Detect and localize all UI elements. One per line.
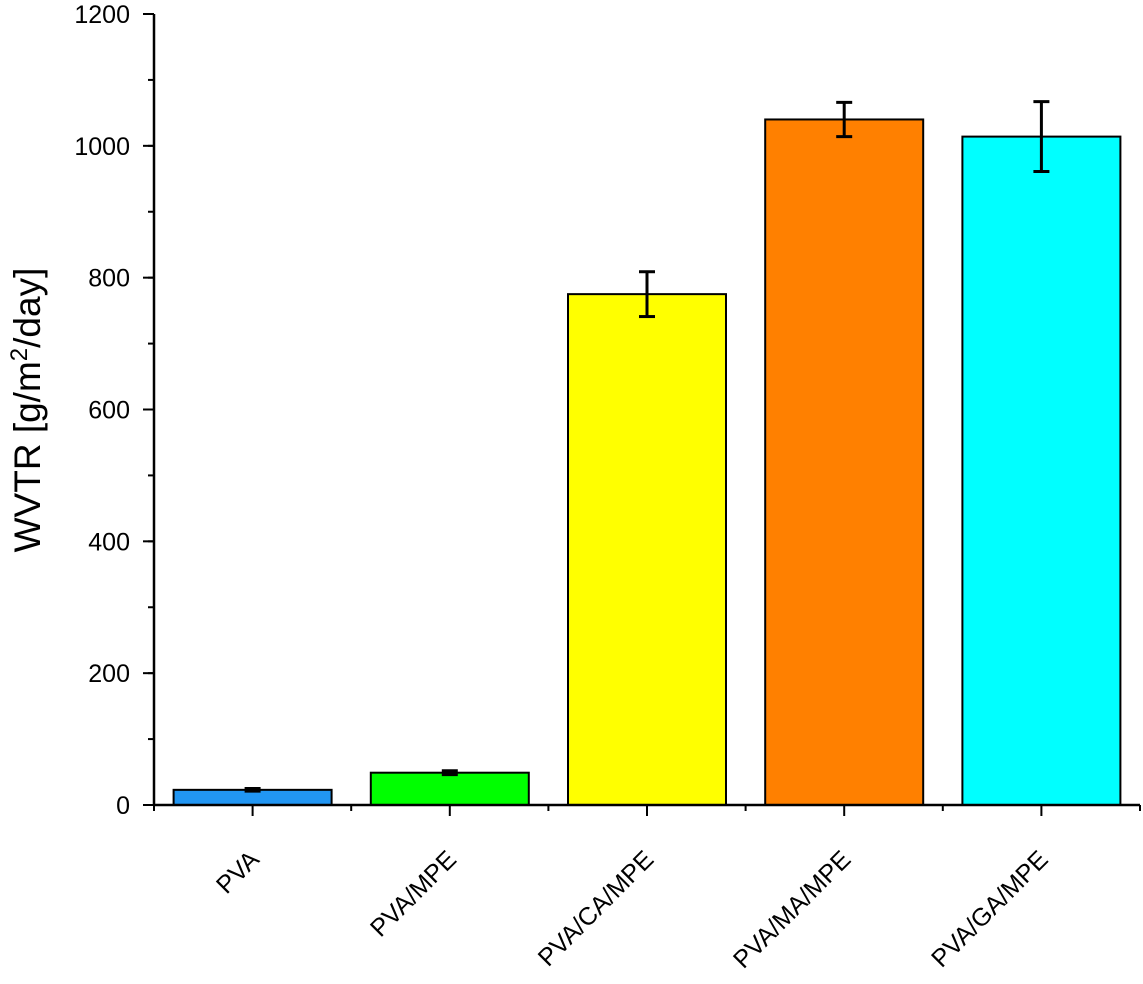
y-tick-label: 1000	[74, 133, 130, 161]
error-bar	[639, 270, 655, 319]
y-tick-label: 600	[88, 397, 130, 425]
error-bars-group	[244, 100, 1050, 793]
bar-pva-mpe	[369, 771, 530, 806]
error-bar	[441, 769, 458, 777]
error-bar	[244, 787, 261, 793]
x-tick-label: PVA/MPE	[365, 845, 462, 942]
bar-pva-ca-mpe	[567, 293, 727, 806]
bar-pva-ga-mpe	[961, 135, 1122, 807]
bar-pva-ma-mpe	[764, 118, 925, 806]
y-axis-label: WVTR [g/m2/day]	[6, 268, 48, 553]
x-tick-label: PVA	[211, 845, 265, 899]
y-tick-label: 400	[88, 528, 130, 556]
error-bar	[1033, 100, 1050, 174]
y-tick-label: 0	[116, 792, 130, 820]
x-tick-label: PVA/GA/MPE	[926, 845, 1054, 973]
bars-group	[172, 118, 1122, 807]
y-tick-label: 200	[88, 660, 130, 688]
x-tick-label: PVA/CA/MPE	[533, 845, 660, 972]
x-tick-label: PVA/MA/MPE	[728, 845, 857, 974]
error-bar	[836, 100, 853, 139]
y-tick-label: 800	[88, 265, 130, 293]
y-tick-label: 1200	[74, 1, 130, 29]
